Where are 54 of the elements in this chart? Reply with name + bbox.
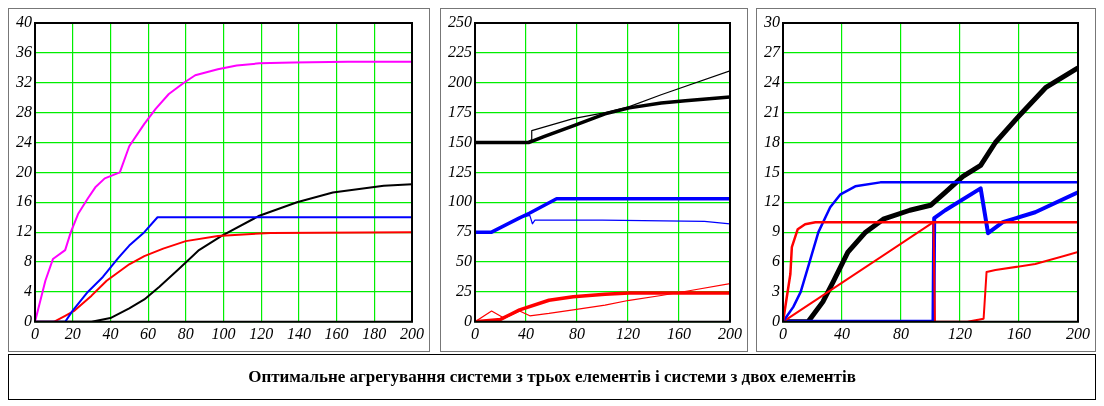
y-tick-label: 0 <box>464 312 472 329</box>
x-tick-label: 200 <box>718 324 742 342</box>
y-tick-label: 21 <box>764 102 780 120</box>
y-tick-label: 30 <box>763 13 780 31</box>
y-tick-label: 25 <box>456 282 472 300</box>
y-tick-label: 24 <box>764 72 780 90</box>
x-tick-label: 80 <box>893 324 909 342</box>
x-tick-label: 120 <box>616 324 640 342</box>
y-tick-label: 150 <box>448 132 472 150</box>
y-tick-label: 32 <box>15 72 32 90</box>
y-tick-label: 250 <box>448 13 472 31</box>
y-tick-label: 16 <box>16 192 32 210</box>
y-tick-label: 0 <box>772 312 780 329</box>
y-tick-label: 20 <box>16 162 32 180</box>
y-tick-label: 100 <box>448 192 472 210</box>
y-tick-label: 175 <box>448 102 472 120</box>
x-tick-label: 100 <box>211 324 236 342</box>
y-tick-label: 0 <box>24 312 32 329</box>
y-tick-label: 40 <box>16 13 32 31</box>
x-tick-label: 160 <box>667 324 691 342</box>
x-tick-label: 20 <box>64 324 81 342</box>
y-tick-label: 75 <box>456 222 472 240</box>
x-tick-label: 120 <box>948 324 972 342</box>
x-tick-label: 80 <box>569 324 585 342</box>
y-tick-label: 9 <box>772 222 780 240</box>
x-tick-label: 200 <box>400 324 424 342</box>
y-tick-label: 50 <box>456 252 472 270</box>
text: Оптимальне агрегування системи з трьох елементів і системи з двох елементів <box>8 354 1096 400</box>
x-tick-label: 40 <box>102 324 119 342</box>
x-tick-label: 200 <box>1066 324 1090 342</box>
y-tick-label: 225 <box>448 43 472 61</box>
y-tick-label: 8 <box>24 252 32 270</box>
x-tick-label: 140 <box>286 324 311 342</box>
y-tick-label: 4 <box>24 282 32 300</box>
x-tick-label: 40 <box>518 324 534 342</box>
x-tick-label: 60 <box>140 324 157 342</box>
x-tick-label: 40 <box>834 324 850 342</box>
x-tick-label: 160 <box>1007 324 1031 342</box>
y-tick-label: 125 <box>448 162 472 180</box>
y-tick-label: 18 <box>764 132 780 150</box>
y-tick-label: 36 <box>15 43 32 61</box>
y-tick-label: 12 <box>764 192 780 210</box>
y-tick-label: 15 <box>764 162 780 180</box>
y-tick-label: 24 <box>16 132 32 150</box>
x-tick-label: 160 <box>324 324 349 342</box>
x-tick-label: 180 <box>362 324 387 342</box>
y-tick-label: 28 <box>16 102 32 120</box>
y-tick-label: 200 <box>448 72 472 90</box>
x-tick-label: 80 <box>177 324 194 342</box>
y-tick-label: 27 <box>764 43 781 61</box>
y-tick-label: 12 <box>16 222 32 240</box>
y-tick-label: 6 <box>772 252 780 270</box>
y-tick-label: 3 <box>771 282 780 300</box>
x-tick-label: 120 <box>249 324 274 342</box>
